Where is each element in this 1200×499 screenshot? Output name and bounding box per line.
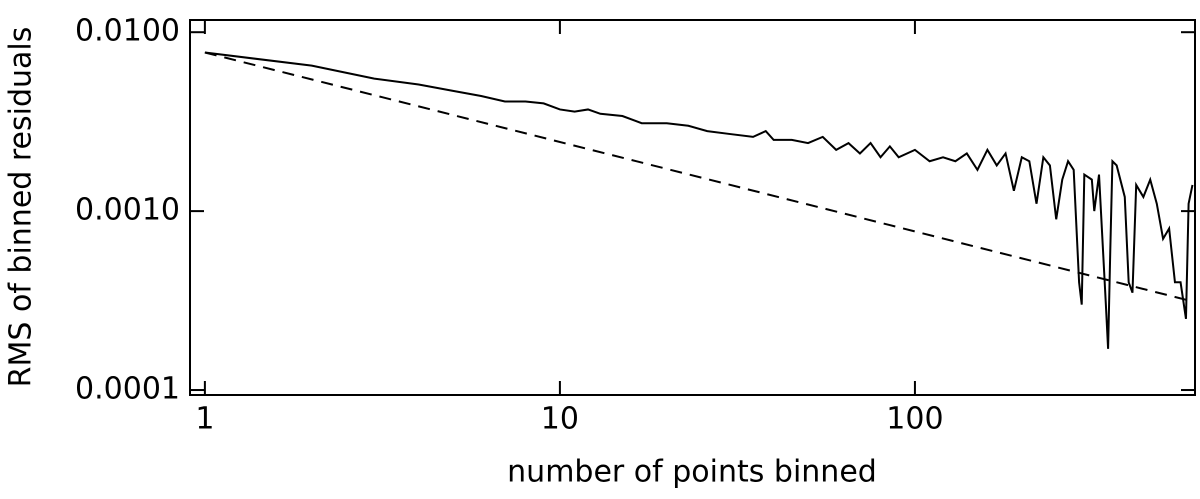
x-tick-label: 1 — [195, 402, 214, 437]
y-tick-label: 0.0001 — [75, 372, 180, 407]
y-tick-label: 0.0100 — [75, 14, 180, 49]
y-tick-label: 0.0010 — [75, 193, 180, 228]
x-tick-label: 100 — [886, 402, 943, 437]
plot-frame — [189, 19, 1196, 396]
data-line — [204, 51, 1194, 349]
data-line — [204, 51, 1193, 303]
x-tick-label: 10 — [541, 402, 579, 437]
x-axis-label: number of points binned — [507, 455, 877, 490]
y-axis-label: RMS of binned residuals — [4, 27, 39, 388]
